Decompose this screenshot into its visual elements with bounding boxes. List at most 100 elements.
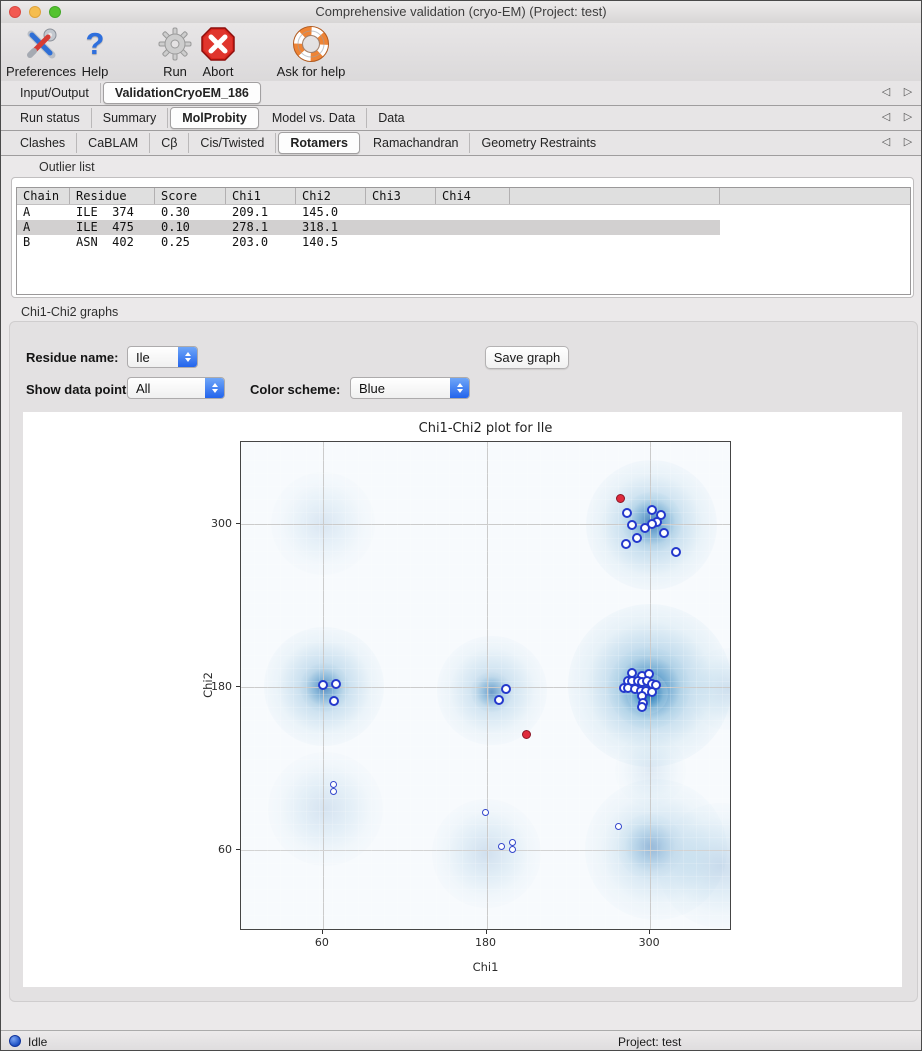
table-cell [436, 220, 510, 235]
outlier-list-group: Chain Residue Score Chi1 Chi2 Chi3 Chi4 A ILE 3… [11, 177, 914, 298]
outlier-table[interactable]: Chain Residue Score Chi1 Chi2 Chi3 Chi4 A ILE 3… [16, 187, 911, 295]
data-point-favored [621, 507, 632, 518]
residue-name-select[interactable]: Ile [127, 346, 198, 368]
stepper-icon [450, 378, 469, 398]
tab-geometry-restraints[interactable]: Geometry Restraints [481, 136, 597, 150]
tab-molprobity[interactable]: MolProbity [170, 107, 259, 129]
density-blob [686, 648, 730, 730]
table-cell: A [23, 205, 31, 219]
density-blob [584, 778, 727, 921]
abort-button[interactable]: Abort [193, 26, 243, 81]
residue-name-value: Ile [136, 349, 150, 365]
table-cell: 278.1 [232, 220, 269, 234]
tab-input-output[interactable]: Input/Output [9, 83, 101, 103]
help-button[interactable]: ? Help [75, 26, 115, 81]
data-point-favored [671, 547, 682, 558]
tab-data[interactable]: Data [378, 111, 405, 125]
x-tick-label: 300 [638, 936, 660, 949]
column-header-score[interactable]: Score [155, 188, 226, 204]
table-row[interactable]: A ILE 374 0.30 209.1 145.0 [17, 205, 720, 220]
column-header-chain[interactable]: Chain [17, 188, 70, 204]
table-cell: ILE 374 [76, 205, 134, 219]
abort-label: Abort [202, 64, 234, 79]
data-point-allowed [508, 839, 516, 847]
density-blob [268, 751, 383, 866]
toolbar: Preferences ? Help Run [1, 23, 921, 82]
table-cell [366, 235, 436, 250]
data-point-favored [500, 684, 511, 695]
table-cell [436, 235, 510, 250]
table-row[interactable]: B ASN 402 0.25 203.0 140.5 [17, 235, 720, 250]
tab-scroll-left-icon[interactable]: ◁ [881, 136, 891, 148]
tab-model-vs-data[interactable]: Model vs. Data [261, 108, 368, 128]
tab-cablam[interactable]: CaBLAM [77, 133, 151, 153]
window-title: Comprehensive validation (cryo-EM) (Proj… [315, 4, 607, 19]
tab-summary[interactable]: Summary [92, 108, 169, 128]
density-blob [614, 735, 686, 807]
data-point-favored [493, 695, 504, 706]
tab-clashes[interactable]: Clashes [9, 133, 78, 153]
run-button[interactable]: Run [151, 26, 199, 81]
data-point-outliers [615, 494, 625, 504]
tab-c[interactable]: Cβ [150, 133, 190, 153]
preferences-button[interactable]: Preferences [5, 26, 77, 81]
column-header-residue[interactable]: Residue [70, 188, 155, 204]
tab-validationcryoem-186[interactable]: ValidationCryoEM_186 [102, 82, 261, 104]
tab-ramachandran[interactable]: Ramachandran [362, 133, 471, 153]
table-cell: 0.10 [161, 220, 190, 234]
abort-stop-icon [193, 26, 243, 62]
table-row[interactable]: A ILE 475 0.10 278.1 318.1 [17, 220, 720, 235]
data-point-outliers [521, 729, 531, 739]
column-header-chi1[interactable]: Chi1 [226, 188, 296, 204]
column-header-chi3[interactable]: Chi3 [366, 188, 436, 204]
data-point-favored [328, 696, 339, 707]
zoom-button[interactable] [49, 6, 61, 18]
y-tick-label: 60 [218, 842, 232, 856]
tab-scroll-right-icon[interactable]: ▷ [903, 136, 913, 148]
help-label: Help [81, 64, 109, 79]
show-data-points-label: Show data points: [26, 382, 138, 397]
table-cell: B [23, 235, 31, 249]
plot-area [240, 441, 731, 930]
tab-scroll-left-icon[interactable]: ◁ [881, 111, 891, 123]
tab-rotamers[interactable]: Rotamers [278, 132, 360, 154]
table-cell: 209.1 [232, 205, 269, 219]
show-data-points-select[interactable]: All [127, 377, 225, 399]
chart-title: Chi1-Chi2 plot for Ile [418, 421, 553, 436]
ask-for-help-button[interactable]: Ask for help [265, 26, 357, 81]
tab-scroll-left-icon[interactable]: ◁ [881, 86, 891, 98]
y-axis-label: Chi2 [201, 672, 215, 698]
tab-run-status[interactable]: Run status [9, 108, 92, 128]
residue-name-label: Residue name: [26, 350, 119, 365]
outlier-list-label: Outlier list [39, 160, 95, 174]
y-tick-label: 300 [211, 516, 232, 530]
table-cell: 145.0 [302, 205, 339, 219]
table-cell: 318.1 [302, 220, 339, 234]
column-header-spacer[interactable] [510, 188, 720, 204]
chi-graphs-label: Chi1-Chi2 graphs [21, 305, 119, 319]
color-scheme-select[interactable]: Blue [350, 377, 470, 399]
y-tick-mark [236, 522, 240, 524]
table-cell [436, 205, 510, 220]
data-point-favored [646, 686, 657, 697]
column-header-chi4[interactable]: Chi4 [436, 188, 510, 204]
tab-cis-twisted[interactable]: Cis/Twisted [189, 133, 277, 153]
tab-scroll-right-icon[interactable]: ▷ [903, 86, 913, 98]
close-button[interactable] [9, 6, 21, 18]
gridline-vertical [486, 442, 488, 929]
tab-row-pages: Input/Output ValidationCryoEM_186 ◁ ▷ [1, 81, 921, 106]
status-indicator-icon [9, 1035, 21, 1047]
column-header-chi2[interactable]: Chi2 [296, 188, 366, 204]
data-point-allowed [508, 846, 516, 853]
table-cell [366, 220, 436, 235]
plot-wrap: 60 180 300 60 180 300 Chi1 Chi2 [201, 441, 731, 974]
status-bar: Idle Project: test [1, 1030, 921, 1050]
tab-scroll-right-icon[interactable]: ▷ [903, 111, 913, 123]
save-graph-button[interactable]: Save graph [485, 346, 569, 369]
minimize-button[interactable] [29, 6, 41, 18]
ask-for-help-label: Ask for help [276, 64, 346, 79]
table-cell: 0.30 [161, 205, 190, 219]
table-cell: ILE 475 [76, 220, 134, 234]
x-axis-label: Chi1 [472, 960, 499, 974]
